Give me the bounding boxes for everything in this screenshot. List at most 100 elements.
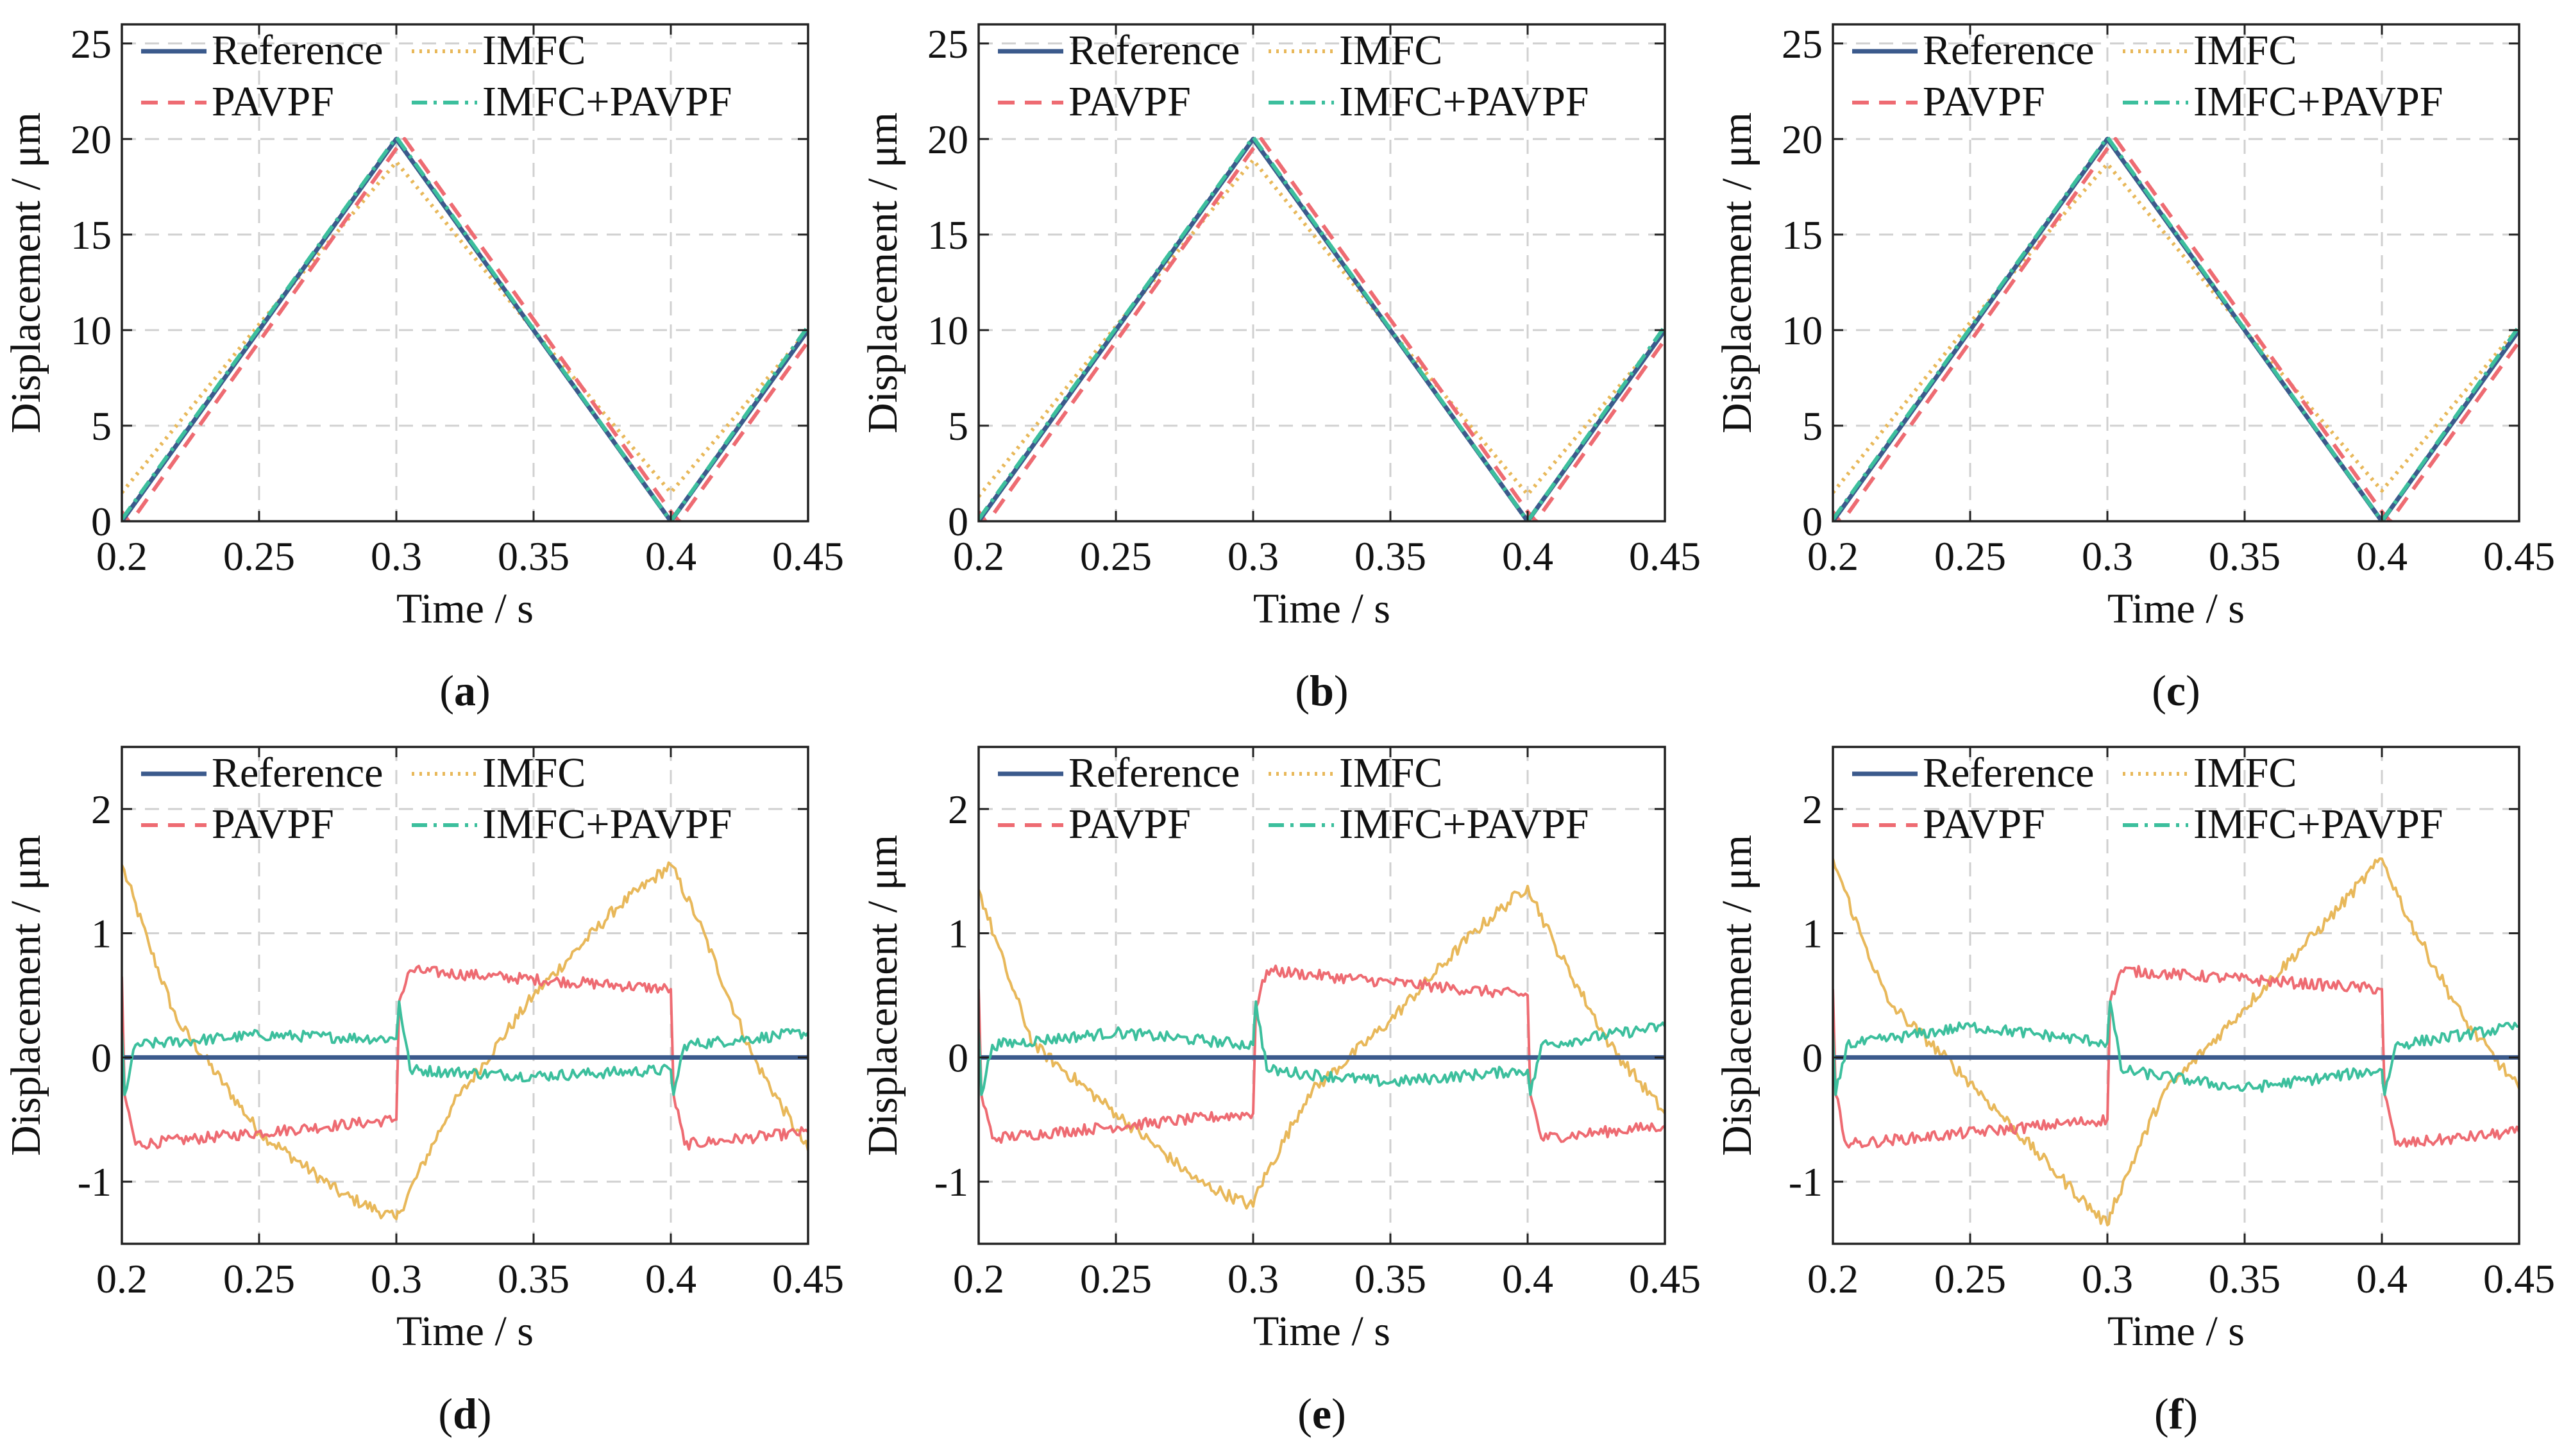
chart-b-ytick-label: 10 — [927, 308, 968, 353]
chart-a-ytick-label: 0 — [91, 499, 112, 544]
chart-a-legend-label-reference: Reference — [212, 27, 383, 74]
chart-f-xlabel: Time / s — [2107, 1308, 2245, 1355]
chart-f-xtick-label: 0.35 — [2209, 1256, 2281, 1301]
chart-b-xtick-label: 0.35 — [1354, 533, 1426, 579]
chart-a-legend-label-imfc: IMFC — [482, 27, 586, 74]
chart-d-legend-label-pavpf: PAVPF — [212, 801, 334, 848]
chart-c-ytick-label: 25 — [1782, 21, 1823, 67]
chart-d-xtick-label: 0.4 — [645, 1256, 696, 1301]
chart-d-ytick-label: 2 — [91, 787, 112, 832]
chart-f-ytick-label: 0 — [1802, 1035, 1823, 1080]
chart-b-ylabel: Displacement / μm — [859, 112, 906, 433]
chart-e-legend-label-imfc-plus-pavpf: IMFC+PAVPF — [1339, 801, 1589, 848]
chart-e-axes-box — [977, 746, 1666, 1245]
chart-f-caption: (f) — [2154, 1389, 2198, 1438]
chart-c-xtick-label: 0.2 — [1807, 533, 1859, 579]
chart-b-axes-box — [977, 23, 1666, 523]
chart-e: 0.2 0.25 0.3 0.35 0.4 0.45 -1 0 1 2 Time / s Displa… — [859, 746, 1701, 1438]
chart-a-legend-label-pavpf: PAVPF — [212, 78, 334, 125]
chart-a-xlabel: Time / s — [396, 585, 534, 632]
chart-c-ytick-label: 20 — [1782, 117, 1823, 162]
chart-f-xtick-label: 0.45 — [2483, 1256, 2555, 1301]
chart-f-axes-box — [1832, 746, 2520, 1245]
chart-c-xtick-label: 0.4 — [2356, 533, 2408, 579]
chart-b-ytick-label: 20 — [927, 117, 968, 162]
chart-e-series-imfc — [979, 885, 1665, 1210]
chart-c-ytick-label: 10 — [1782, 308, 1823, 353]
chart-a-caption: (a) — [439, 666, 490, 715]
chart-c-legend-label-imfc: IMFC — [2193, 27, 2297, 74]
chart-f-ylabel: Displacement / μm — [1714, 835, 1760, 1156]
chart-a-series-imfc-plus-pavpf — [122, 135, 808, 521]
chart-f-xtick-label: 0.4 — [2356, 1256, 2408, 1301]
chart-e-plot-area — [979, 747, 1665, 1244]
chart-b-legend-label-reference: Reference — [1068, 27, 1240, 74]
chart-c-xtick-label: 0.25 — [1934, 533, 2006, 579]
chart-d-series-imfc — [122, 861, 808, 1221]
chart-e-ytick-label: 2 — [948, 787, 968, 832]
chart-f-plot-area — [1833, 747, 2519, 1244]
chart-c-ytick-label: 15 — [1782, 212, 1823, 258]
chart-c-legend-label-imfc-plus-pavpf: IMFC+PAVPF — [2193, 78, 2443, 125]
chart-d-plot-area — [122, 747, 808, 1244]
chart-a-xtick-label: 0.35 — [498, 533, 569, 579]
chart-d-xtick-label: 0.35 — [498, 1256, 569, 1301]
chart-b-series-imfc — [979, 158, 1665, 498]
chart-a-ytick-label: 5 — [91, 403, 112, 449]
chart-b-xtick-label: 0.45 — [1629, 533, 1701, 579]
chart-e-xtick-label: 0.4 — [1502, 1256, 1553, 1301]
chart-c-xtick-label: 0.35 — [2209, 533, 2281, 579]
chart-d-ytick-label: 1 — [91, 911, 112, 957]
chart-b-caption: (b) — [1295, 666, 1348, 715]
chart-e-ylabel: Displacement / μm — [859, 835, 906, 1156]
chart-e-xlabel: Time / s — [1253, 1308, 1390, 1355]
chart-d: 0.2 0.25 0.3 0.35 0.4 0.45 -1 0 1 2 Time / s Displa… — [3, 746, 844, 1438]
chart-b-caption-letter: b — [1310, 666, 1334, 715]
chart-f-series-pavpf — [1833, 965, 2519, 1149]
chart-f-ytick-label: 2 — [1802, 787, 1823, 832]
chart-c-plot-area — [1833, 24, 2519, 521]
chart-a-plot-area — [122, 24, 808, 521]
chart-e-ytick-label: 1 — [948, 911, 968, 957]
chart-d-series-imfc-plus-pavpf — [122, 1000, 808, 1096]
chart-d-ytick-label: 0 — [91, 1035, 112, 1080]
chart-a-series-imfc — [122, 160, 808, 495]
chart-e-legend-label-imfc: IMFC — [1339, 749, 1442, 796]
chart-b-ytick-label: 0 — [948, 499, 968, 544]
chart-f-xtick-label: 0.3 — [2082, 1256, 2133, 1301]
chart-e-legend-label-reference: Reference — [1068, 749, 1240, 796]
chart-a-xtick-label: 0.4 — [645, 533, 696, 579]
chart-d-legend-label-imfc: IMFC — [482, 749, 586, 796]
chart-f-ytick-label: 1 — [1802, 911, 1823, 957]
chart-e-ytick-label: -1 — [934, 1159, 968, 1205]
chart-f-legend-label-imfc: IMFC — [2193, 749, 2297, 796]
chart-d-xtick-label: 0.2 — [96, 1256, 148, 1301]
chart-a: 0.2 0.25 0.3 0.35 0.4 0.45 0 5 10 15 20 25 Time / s D… — [3, 21, 844, 715]
chart-d-caption-letter: d — [453, 1389, 477, 1438]
chart-d-ylabel: Displacement / μm — [3, 835, 49, 1156]
chart-d-caption: (d) — [438, 1389, 491, 1438]
chart-e-caption-letter: e — [1312, 1389, 1331, 1438]
chart-b-legend-label-imfc-plus-pavpf: IMFC+PAVPF — [1339, 78, 1589, 125]
chart-e-legend-label-pavpf: PAVPF — [1068, 801, 1191, 848]
chart-e-xtick-label: 0.3 — [1227, 1256, 1279, 1301]
chart-c-legend-label-pavpf: PAVPF — [1923, 78, 2045, 125]
chart-b-series-imfc-plus-pavpf — [979, 135, 1665, 521]
chart-c-caption-letter: c — [2166, 666, 2186, 715]
chart-b-ytick-label: 25 — [927, 21, 968, 67]
chart-b-xtick-label: 0.25 — [1080, 533, 1152, 579]
chart-d-xlabel: Time / s — [396, 1308, 534, 1355]
chart-c-xtick-label: 0.45 — [2483, 533, 2555, 579]
chart-e-xtick-label: 0.35 — [1354, 1256, 1426, 1301]
chart-c: 0.2 0.25 0.3 0.35 0.4 0.45 0 5 10 15 20 25 Time / s D… — [1714, 21, 2555, 715]
chart-c-ytick-label: 0 — [1802, 499, 1823, 544]
chart-e-series-pavpf — [979, 964, 1665, 1144]
chart-b-ytick-label: 5 — [948, 403, 968, 449]
chart-c-legend-label-reference: Reference — [1923, 27, 2094, 74]
chart-b-xtick-label: 0.4 — [1502, 533, 1553, 579]
chart-a-ytick-label: 25 — [71, 21, 112, 67]
chart-b-ytick-label: 15 — [927, 212, 968, 258]
chart-d-legend-label-imfc-plus-pavpf: IMFC+PAVPF — [482, 801, 732, 848]
chart-f-ytick-label: -1 — [1789, 1159, 1823, 1205]
chart-a-xtick-label: 0.2 — [96, 533, 148, 579]
